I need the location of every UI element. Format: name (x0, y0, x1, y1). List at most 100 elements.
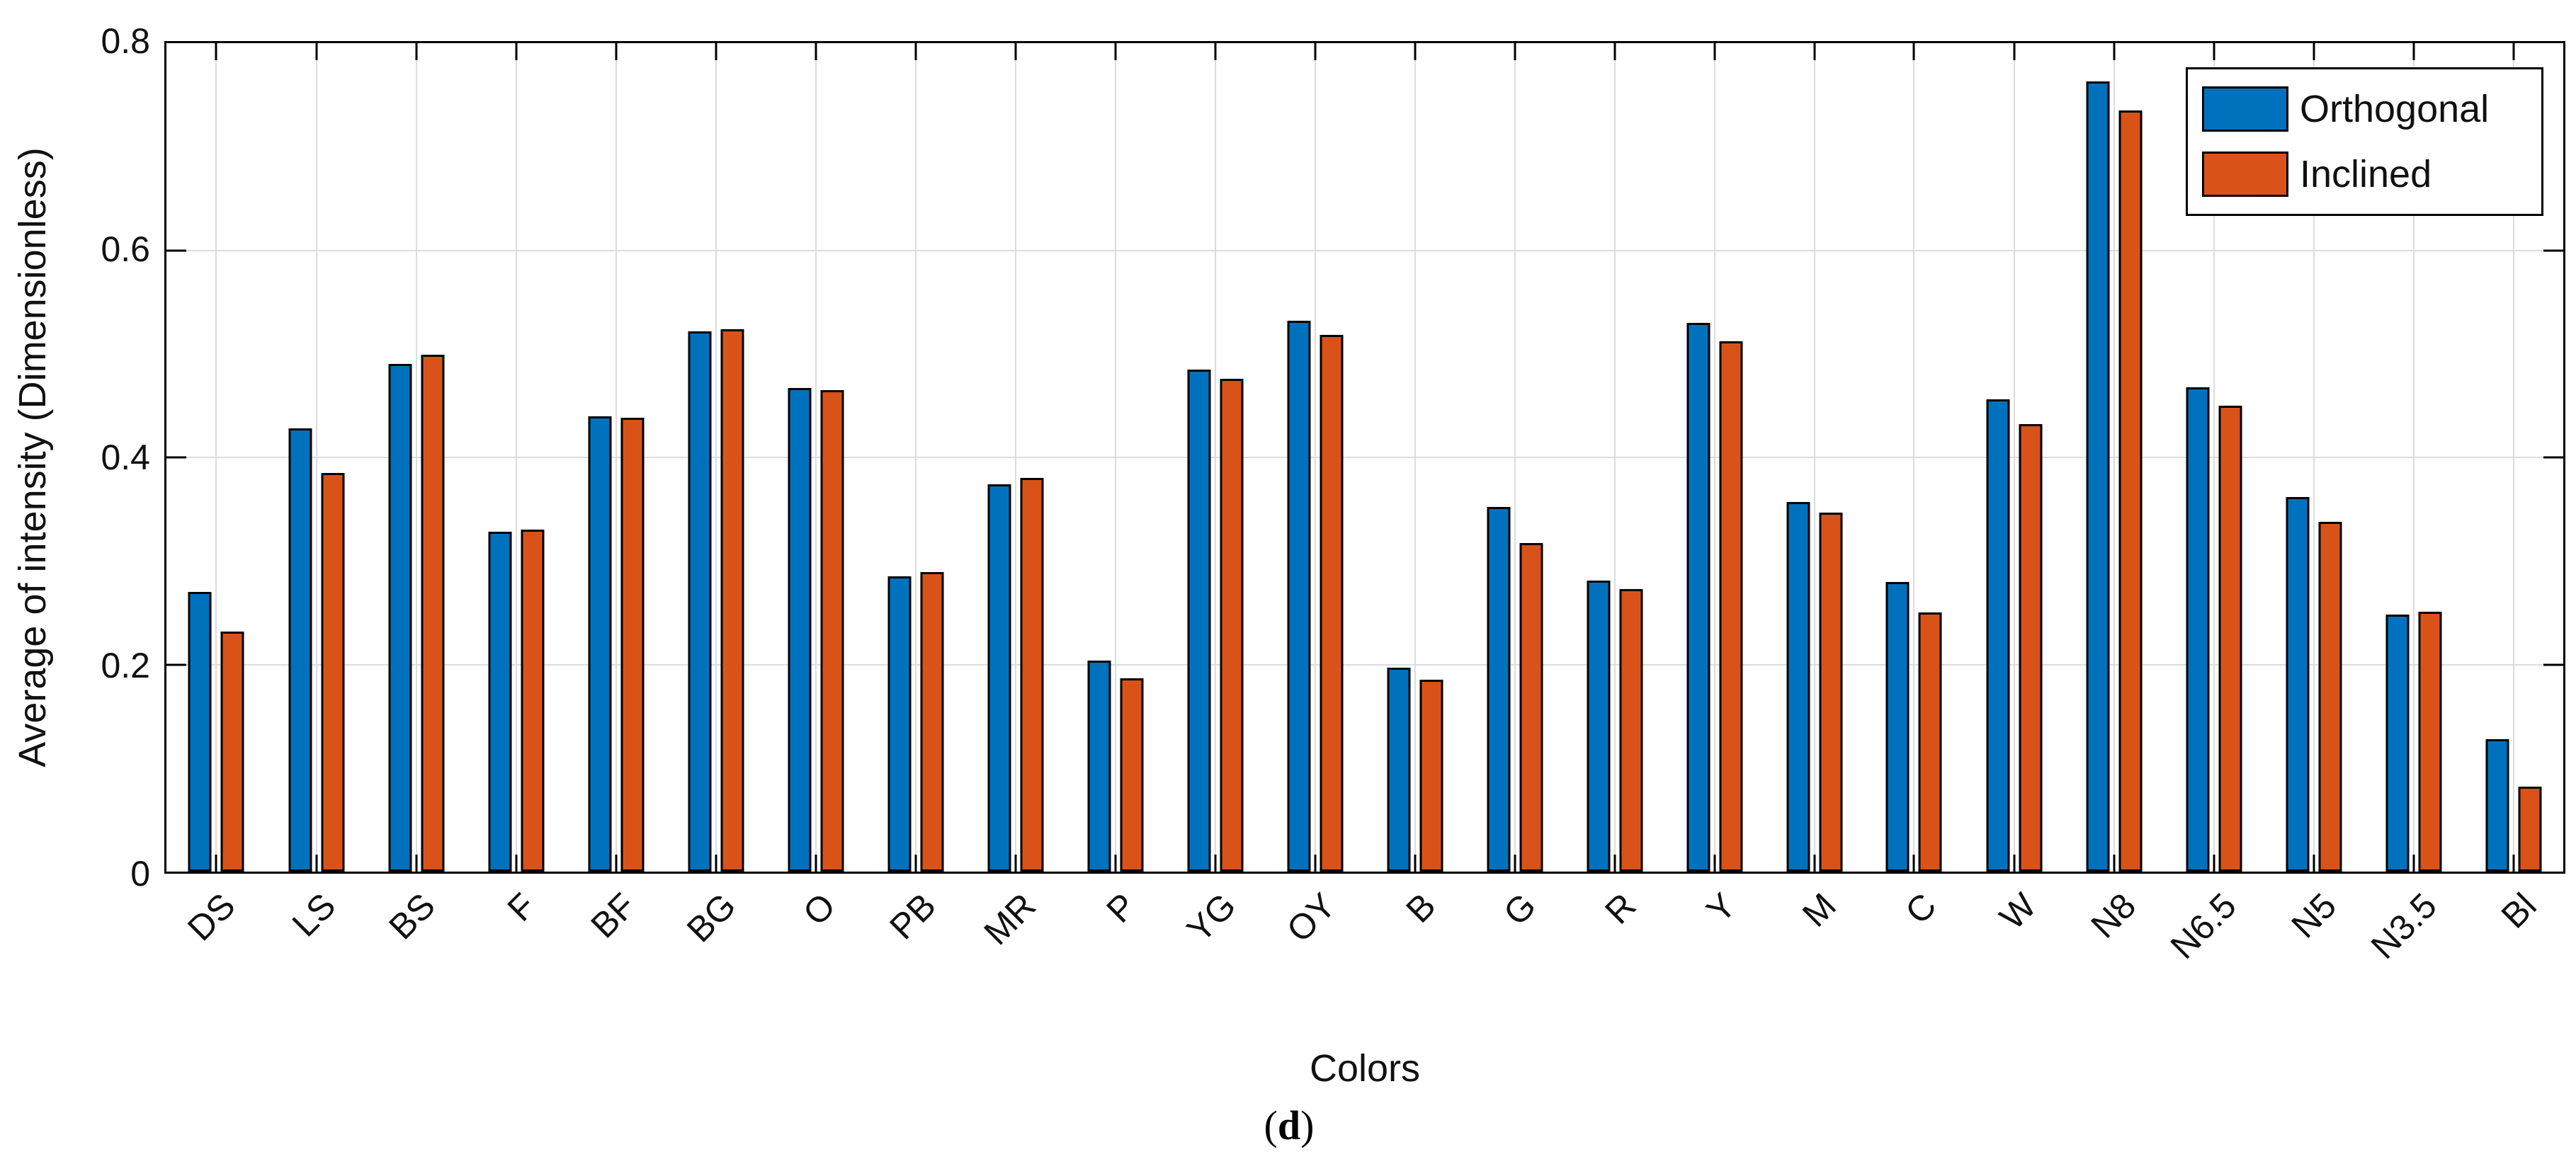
x-tick-label-text: BG (679, 885, 744, 950)
bar-group (466, 43, 566, 872)
x-tick-label-text: P (1098, 885, 1144, 930)
x-tick-label-text: N3.5 (2363, 885, 2444, 966)
x-tick-mark-bottom (415, 855, 417, 872)
y-tick-mark-right (2543, 249, 2563, 251)
bar-inclined (1419, 680, 1443, 872)
x-tick-mark-top (1514, 43, 1516, 60)
x-tick-mark-bottom (715, 855, 717, 872)
legend-label-orthogonal: Orthogonal (2300, 88, 2490, 130)
x-tick-mark-top (215, 43, 217, 60)
bar-inclined (2318, 521, 2342, 872)
bar-inclined (2218, 405, 2242, 872)
bar-group (766, 43, 866, 872)
bar-inclined (1719, 341, 1742, 872)
v-gridline (615, 43, 617, 872)
plot-area: Orthogonal Inclined (164, 41, 2565, 874)
bar-inclined (521, 530, 544, 872)
x-tick-mark-bottom (1314, 855, 1316, 872)
bar-group (1265, 43, 1365, 872)
bar-orthogonal (788, 388, 811, 872)
x-tick-label-text: BS (381, 885, 443, 947)
legend-item-orthogonal: Orthogonal (2202, 86, 2534, 132)
bars (166, 43, 2563, 872)
bar-inclined (720, 329, 744, 872)
x-tick-mark-top (914, 43, 917, 60)
v-gridline (215, 43, 217, 872)
h-gridline (166, 249, 2563, 251)
bar-orthogonal (2086, 81, 2109, 872)
bar-inclined (620, 418, 644, 872)
x-tick-mark-bottom (515, 855, 517, 872)
v-gridline (315, 43, 317, 872)
x-tick-mark-top (1314, 43, 1316, 60)
y-tick-mark-left (166, 249, 186, 251)
y-tick-label: 0.2 (101, 646, 150, 685)
bar-orthogonal (1087, 660, 1111, 872)
v-gridline (2512, 43, 2514, 872)
x-tick-label-text: B (1398, 885, 1443, 930)
x-tick-mark-top (2313, 43, 2315, 60)
bar-group (2463, 43, 2563, 872)
x-tick-mark-top (1214, 43, 1216, 60)
bar-group (666, 43, 766, 872)
bar-group (1065, 43, 1165, 872)
bar-group (566, 43, 666, 872)
bar-orthogonal (2186, 387, 2209, 872)
v-gridline (415, 43, 417, 872)
bar-orthogonal (1986, 399, 2009, 872)
bar-group (1365, 43, 1465, 872)
x-tick-label-text: C (1897, 885, 1944, 932)
y-tick-mark-left (166, 663, 186, 666)
x-tick-label-text: N5 (2283, 885, 2344, 946)
legend-item-inclined: Inclined (2202, 152, 2534, 197)
figure-caption: (d) (1264, 1102, 1315, 1149)
v-gridline (1014, 43, 1016, 872)
x-tick-label-text: DS (180, 885, 243, 949)
bar-inclined (1619, 588, 1642, 872)
bar-inclined (1120, 678, 1143, 872)
bar-inclined (1220, 378, 1243, 872)
gridlines (166, 43, 2563, 872)
bar-group (1165, 43, 1265, 872)
bar-orthogonal (1885, 581, 1910, 872)
x-tick-label-text: Bl (2493, 885, 2544, 936)
bar-group (166, 43, 266, 872)
x-tick-mark-bottom (1414, 855, 1416, 872)
y-tick-label: 0.8 (101, 21, 150, 61)
bar-orthogonal (1187, 369, 1210, 872)
bar-group (2364, 43, 2463, 872)
legend-label-inclined: Inclined (2300, 153, 2432, 195)
bar-orthogonal (188, 592, 212, 872)
bar-orthogonal (2385, 615, 2409, 872)
bar-inclined (220, 631, 244, 872)
x-tick-mark-bottom (2512, 855, 2514, 872)
bar-group (1565, 43, 1664, 872)
x-tick-mark-bottom (1912, 855, 1915, 872)
bar-inclined (1918, 612, 1942, 872)
x-tick-mark-bottom (315, 855, 317, 872)
bar-group (1864, 43, 1964, 872)
x-tick-mark-top (2013, 43, 2015, 60)
bar-orthogonal (987, 484, 1011, 872)
bar-inclined (2118, 110, 2142, 872)
caption-letter: d (1277, 1102, 1301, 1148)
v-gridline (1713, 43, 1715, 872)
x-tick-label-text: N8 (2083, 885, 2144, 946)
y-tick-label: 0.6 (101, 229, 150, 269)
bar-orthogonal (288, 428, 312, 872)
bar-group (2164, 43, 2264, 872)
v-gridline (2412, 43, 2415, 872)
y-tick-mark-right (2543, 663, 2563, 666)
caption-paren-open: ( (1264, 1102, 1278, 1148)
bar-inclined (1819, 512, 1842, 872)
bar-orthogonal (588, 416, 611, 872)
v-gridline (2313, 43, 2315, 872)
bar-inclined (321, 472, 344, 872)
x-tick-mark-bottom (215, 855, 217, 872)
x-tick-mark-top (1912, 43, 1915, 60)
x-tick-mark-top (2213, 43, 2215, 60)
v-gridline (815, 43, 817, 872)
bar-orthogonal (1287, 320, 1310, 872)
x-tick-mark-bottom (914, 855, 917, 872)
